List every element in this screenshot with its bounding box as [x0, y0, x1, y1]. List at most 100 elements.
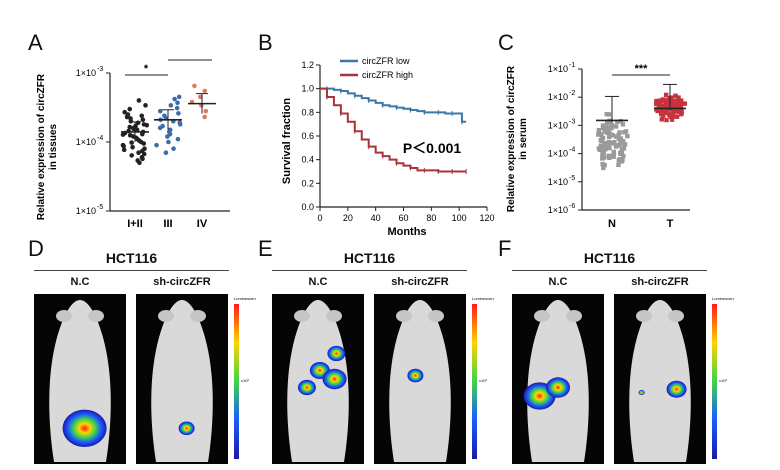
chart-c-point [673, 93, 678, 98]
chart-c-point [618, 119, 623, 124]
chart-c-point [669, 117, 675, 122]
chart-a-point [172, 96, 177, 102]
chart-c-points [596, 83, 688, 171]
chart-a-point [129, 140, 134, 145]
chart-c-point [600, 146, 605, 151]
chart-b-xtick-label: 80 [426, 213, 436, 223]
chart-c-point [610, 132, 615, 138]
chart-c-ytick-label: 1×10 [548, 120, 568, 130]
bioluminescence-signal [178, 421, 195, 436]
chart-c-point [608, 133, 613, 138]
chart-b: Survival fraction 0.00.20.40.60.81.01.20… [281, 56, 495, 238]
chart-c-point [620, 158, 625, 163]
chart-b-legend: circZFR low circZFR high [340, 56, 413, 80]
chart-c-point [670, 111, 676, 116]
chart-a-point [136, 150, 141, 155]
chart-c-point [604, 120, 610, 126]
chart-c-point [616, 132, 621, 138]
chart-a-point [176, 111, 181, 116]
chart-c-point [666, 95, 671, 101]
chart-c-point [625, 133, 630, 139]
chart-c-point [659, 98, 665, 104]
mouse-ear [190, 310, 206, 322]
chart-a-yticks: 1×10 -31×10 -41×10 -5 [76, 66, 110, 216]
mouse-body [151, 300, 213, 462]
chart-c-ytick-label: 1×10 [548, 64, 568, 74]
chart-a-xtick-label: III [163, 218, 172, 230]
chart-b-lines [320, 86, 467, 174]
mouse-ear [668, 310, 684, 322]
luminescence-colorbar: Luminescence x10⁶ [234, 296, 256, 459]
chart-a-point [136, 98, 142, 103]
chart-b-ytick-label: 0.6 [301, 131, 314, 141]
chart-b-ytick-label: 0.2 [301, 178, 314, 188]
chart-c-point [654, 98, 659, 104]
chart-c-point [613, 134, 619, 139]
chart-c-point [615, 119, 620, 124]
imaging-title: HCT116 [105, 250, 158, 266]
chart-a-point [121, 147, 127, 153]
chart-a-point [139, 113, 145, 119]
chart-c-point [619, 138, 624, 143]
chart-a-point [171, 146, 176, 151]
chart-c-point [602, 162, 607, 168]
chart-c-point [618, 151, 623, 157]
mouse-ear [56, 310, 72, 322]
chart-a-point [141, 151, 147, 157]
colorbar-unit: x10⁶ [719, 378, 727, 383]
imaging-panel-d: HCT116 N.C sh-circZFR Luminescence x10⁶ [34, 250, 260, 465]
mouse-ear [566, 310, 582, 322]
chart-a-point [122, 109, 128, 115]
chart-a-xtick-label: I+II [127, 218, 143, 230]
chart-c-point [673, 105, 678, 110]
chart-b-ytick-label: 1.0 [301, 84, 314, 94]
panel-letter-f: F [498, 236, 512, 261]
chart-b-xtick-label: 120 [479, 213, 494, 223]
colorbar-gradient [472, 304, 477, 459]
chart-a-point [141, 141, 147, 146]
chart-a-point [124, 114, 130, 120]
chart-c-ytick-label: 1×10 [548, 205, 568, 215]
chart-c-ytick-exp: -1 [569, 62, 575, 69]
chart-a-point [176, 94, 182, 100]
chart-b-xtick-label: 20 [343, 213, 353, 223]
chart-a-ylabel-1: Relative expression of circZFR [36, 73, 47, 220]
imaging-panel-e: HCT116 N.C sh-circZFR Luminescence x10⁶ [272, 250, 498, 465]
bioluminescence-signal [407, 368, 424, 383]
chart-c-xtick-label: T [667, 218, 674, 230]
mouse-image-nc [512, 294, 604, 464]
chart-a-point [140, 117, 146, 123]
colorbar-unit: x10⁶ [241, 378, 249, 383]
chart-c-point [676, 95, 681, 100]
mouse-ear [294, 310, 310, 322]
mouse-ear [88, 310, 104, 322]
panel-letter-d: D [28, 236, 44, 261]
chart-c-point [600, 156, 605, 161]
imaging-title: HCT116 [343, 250, 396, 266]
bioluminescence-signal [62, 409, 107, 447]
chart-c-point [672, 101, 677, 106]
condition-label-nc: N.C [70, 276, 90, 288]
mouse-image-nc [34, 294, 126, 464]
chart-b-xlabel: Months [387, 226, 426, 238]
chart-c-point [606, 139, 612, 145]
chart-c-point [676, 109, 681, 114]
imaging-divider [34, 270, 229, 271]
panel-letter-b: B [258, 30, 273, 55]
condition-label-sh: sh-circZFR [391, 276, 449, 288]
chart-c-point [665, 98, 670, 103]
chart-c-point [657, 104, 662, 109]
chart-c-point [670, 108, 675, 114]
luminescence-colorbar: Luminescence x10⁶ [472, 296, 494, 459]
chart-a-point [143, 103, 148, 108]
chart-c-ytick-exp: -6 [569, 203, 575, 210]
chart-c-point [673, 98, 679, 103]
chart-c-point [601, 150, 606, 156]
chart-a-point [177, 122, 183, 127]
mouse-ear [636, 310, 652, 322]
chart-a-point [139, 131, 145, 137]
chart-c-point [607, 145, 612, 151]
chart-a-sig-2v3: ** [186, 55, 195, 60]
chart-b-ytick-label: 0.0 [301, 202, 314, 212]
chart-c-point [598, 143, 604, 148]
